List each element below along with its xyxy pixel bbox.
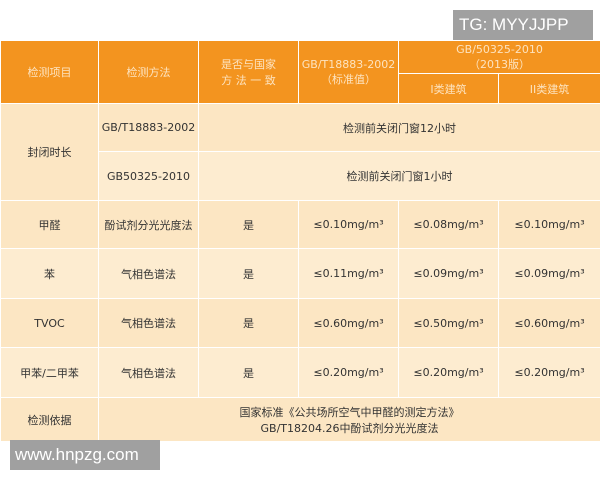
closing-value: 检测前关闭门窗1小时 [197,151,600,201]
standards-table: 检测项目 检测方法 是否与国家方 法 一 致 GB/T18883-2002 （标准… [0,40,600,442]
class2-value: ≤0.60mg/m³ [497,298,600,348]
class2-value: ≤0.09mg/m³ [497,248,600,299]
watermark-bottom: www.hnpzg.com [10,440,160,470]
basis-label: 检测依据 [0,397,99,442]
std1-value: ≤0.11mg/m³ [298,248,399,299]
class1-value: ≤0.08mg/m³ [398,200,499,249]
method: 气相色谱法 [98,248,199,299]
header-consistent: 是否与国家方 法 一 致 [198,40,299,104]
header-std2-title: GB/50325-2010 [456,42,543,56]
closing-std: GB/T18883-2002 [98,103,199,152]
header-std1-sub: （标准值） [321,72,376,86]
header-item: 检测项目 [0,40,99,104]
table-row: 甲醛 酚试剂分光光度法是 ≤0.10mg/m³ ≤0.08mg/m³ ≤0.10mg/m… [0,200,600,249]
std1-value: ≤0.20mg/m³ [298,347,399,398]
closing-value: 检测前关闭门窗12小时 [197,103,600,152]
class2-value: ≤0.10mg/m³ [497,200,600,249]
header-class2: II类建筑 [497,73,600,104]
class1-value: ≤0.20mg/m³ [398,347,499,398]
basis-line2: GB/T18204.26中酚试剂分光光度法 [260,421,439,435]
closing-label: 封闭时长 [0,103,99,201]
header-std1: GB/T18883-2002 （标准值） [298,40,399,104]
consistent: 是 [198,248,299,299]
watermark-top: TG: MYYJJPP [453,10,593,40]
header-class1: I类建筑 [398,73,499,104]
basis-value: 国家标准《公共场所空气中甲醛的测定方法》 GB/T18204.26中酚试剂分光光度… [97,397,600,442]
item: 苯 [0,248,99,299]
header-std2-sub: （2013版） [469,57,530,71]
std1-value: ≤0.60mg/m³ [298,298,399,348]
std1-value: ≤0.10mg/m³ [298,200,399,249]
class1-value: ≤0.50mg/m³ [398,298,499,348]
method: 酚试剂分光光度法 [98,200,199,249]
method: 气相色谱法 [98,347,199,398]
item: 甲醛 [0,200,99,249]
class1-value: ≤0.09mg/m³ [398,248,499,299]
method: 气相色谱法 [98,298,199,348]
item: 甲苯/二甲苯 [0,347,99,398]
header-consistent-text: 是否与国家方 法 一 致 [221,58,276,87]
header-std2: GB/50325-2010 （2013版） [397,40,600,74]
table-row: 苯气相色谱法是 ≤0.11mg/m³ ≤0.09mg/m³ ≤0.09mg/m³ [0,248,600,299]
closing-std: GB50325-2010 [98,151,199,201]
basis-line1: 国家标准《公共场所空气中甲醛的测定方法》 [239,405,460,419]
consistent: 是 [198,298,299,348]
consistent: 是 [198,347,299,398]
class2-value: ≤0.20mg/m³ [497,347,600,398]
item: TVOC [0,298,99,348]
consistent: 是 [198,200,299,249]
header-std1-title: GB/T18883-2002 [301,57,396,71]
header-method: 检测方法 [98,40,199,104]
table-row: TVOC 气相色谱法是 ≤0.60mg/m³ ≤0.50mg/m³ ≤0.60mg/m³ [0,298,600,348]
table-row: 甲苯/二甲苯 气相色谱法是 ≤0.20mg/m³ ≤0.20mg/m³ ≤0.20mg/… [0,347,600,398]
